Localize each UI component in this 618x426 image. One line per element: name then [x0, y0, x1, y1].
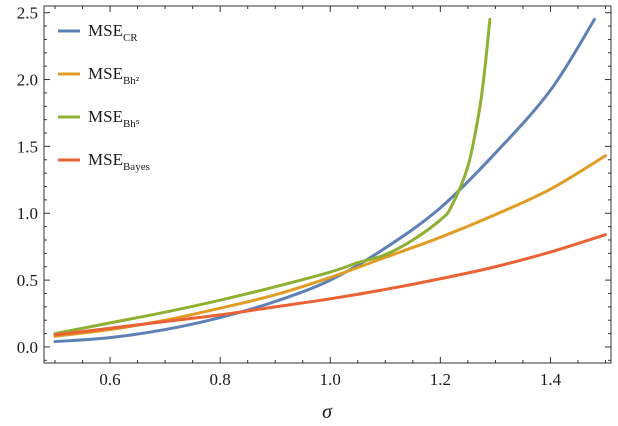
y-axis: 0.0 0.5 1.0 1.5 2.0 2.5: [17, 4, 611, 361]
x-tick-label: 1.0: [320, 370, 341, 389]
plot-frame: [43, 5, 612, 364]
legend-entry-cr: MSECR: [88, 21, 138, 44]
x-tick-label: 0.6: [99, 370, 120, 389]
y-tick-label: 2.0: [17, 71, 38, 90]
y-tick-label: 1.0: [17, 204, 38, 223]
y-tick-label: 2.5: [17, 4, 38, 23]
y-tick-label: 0.0: [17, 338, 38, 357]
series-line-bh-: [53, 154, 607, 338]
series-line-bayes: [53, 233, 607, 337]
legend-entry-bh-: MSEBh⁵: [88, 107, 140, 130]
series-lines: [53, 17, 607, 344]
x-tick-label: 1.4: [540, 370, 562, 389]
series-line-cr: [53, 17, 596, 344]
legend-entry-bh-: MSEBh²: [88, 64, 140, 87]
x-axis-label: σ: [322, 401, 333, 423]
x-tick-label: 1.2: [430, 370, 451, 389]
legend: MSECR MSEBh² MSEBh⁵ MSEBayes: [58, 21, 150, 173]
y-tick-label: 1.5: [17, 137, 38, 156]
series-line-bh-: [53, 17, 492, 336]
x-axis: 0.6 0.8 1.0 1.2 1.4: [54, 6, 606, 389]
x-tick-label: 0.8: [210, 370, 231, 389]
y-tick-label: 0.5: [17, 271, 38, 290]
legend-entry-bayes: MSEBayes: [88, 150, 150, 173]
